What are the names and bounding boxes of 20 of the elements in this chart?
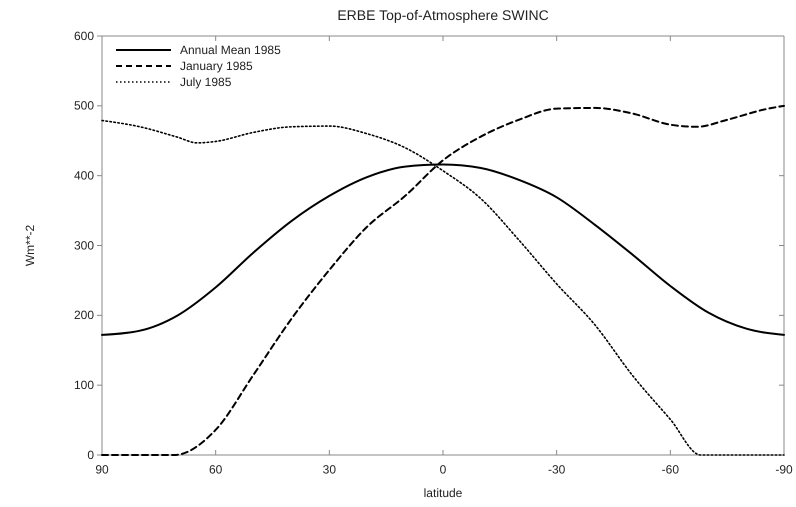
x-tick-label: 30 [322, 462, 336, 477]
y-axis-title: Wm**-2 [23, 224, 37, 266]
x-tick-label: -30 [548, 462, 566, 477]
legend-label: Annual Mean 1985 [180, 43, 282, 58]
y-tick-label: 300 [74, 238, 94, 252]
x-tick-label: 90 [95, 462, 109, 477]
x-tick-label: -60 [662, 462, 680, 477]
y-tick-label: 200 [74, 308, 94, 322]
y-tick-label: 100 [74, 378, 94, 392]
y-tick-label: 0 [87, 448, 94, 462]
legend-label: July 1985 [180, 75, 232, 90]
y-tick-label: 400 [74, 168, 94, 183]
x-tick-label: 0 [440, 462, 447, 477]
legend-label: January 1985 [180, 59, 254, 74]
x-axis-title: latitude [424, 486, 463, 500]
chart-title: ERBE Top-of-Atmosphere SWINC [337, 7, 549, 23]
x-tick-label: -90 [775, 462, 793, 477]
y-tick-label: 600 [74, 28, 94, 43]
y-tick-label: 500 [74, 98, 94, 113]
x-tick-label: 60 [208, 462, 223, 477]
